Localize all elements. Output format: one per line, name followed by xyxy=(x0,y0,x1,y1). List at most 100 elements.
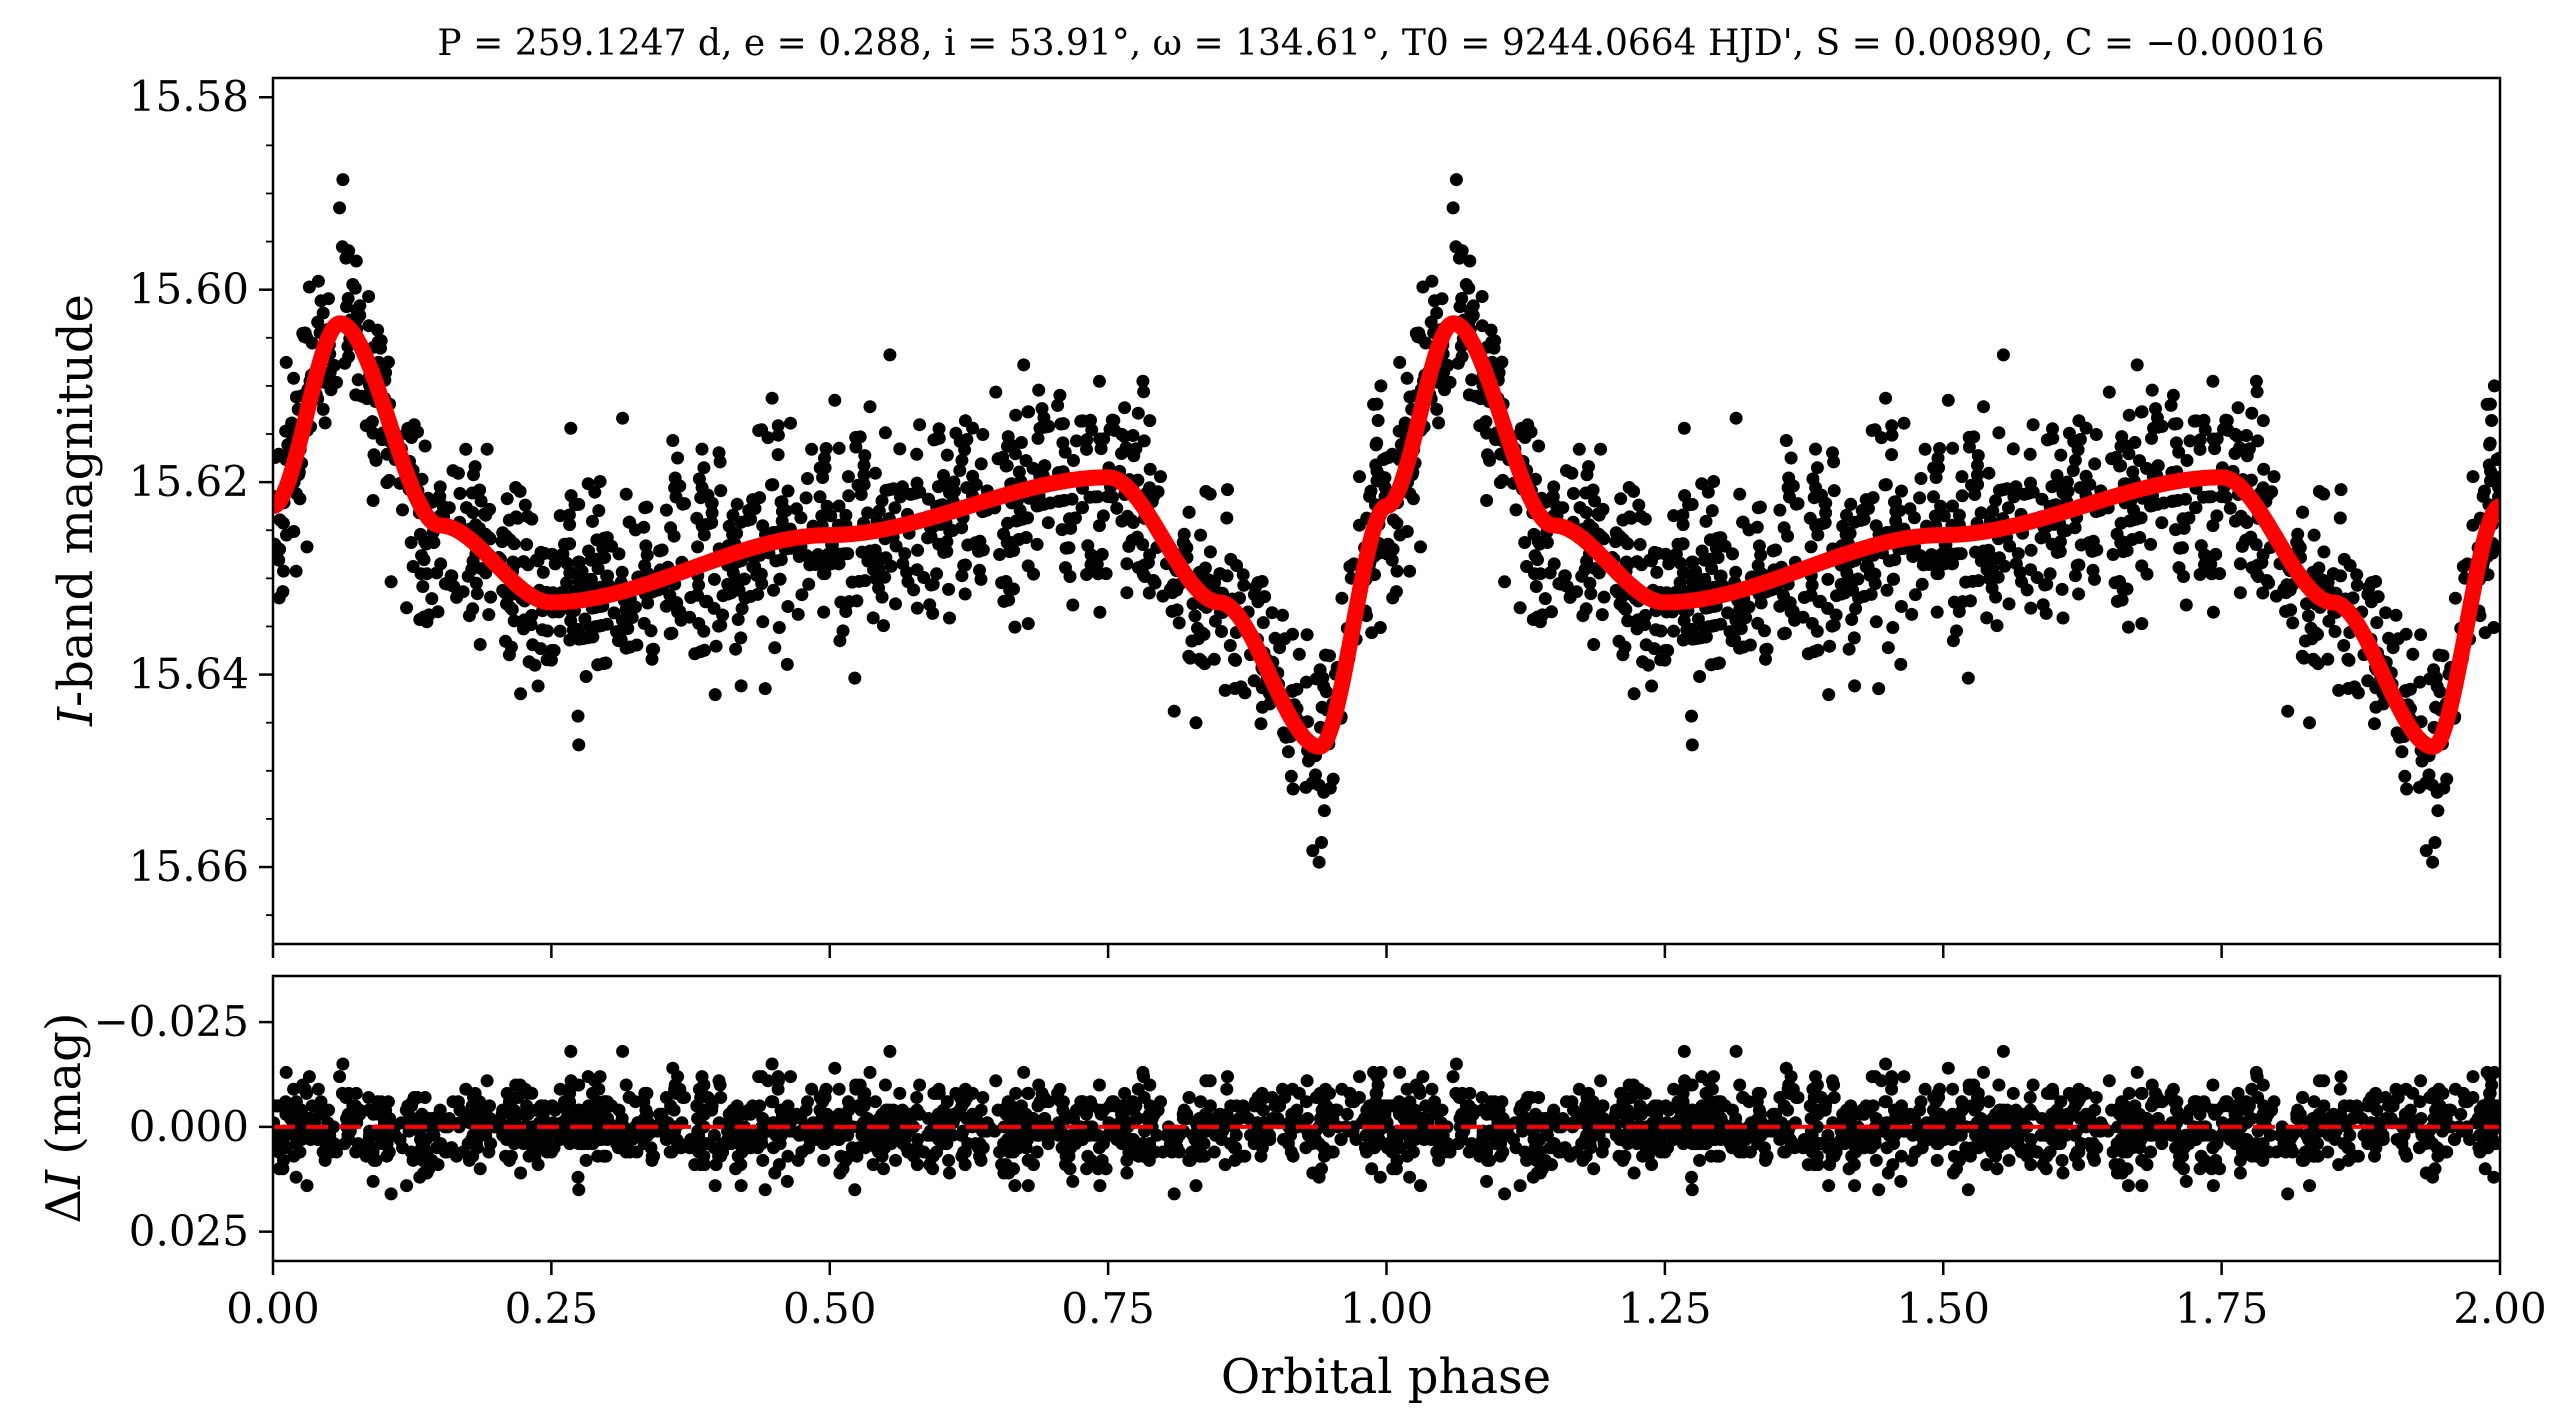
data-point xyxy=(362,290,376,303)
data-point xyxy=(659,503,673,517)
data-point xyxy=(665,626,679,640)
residual-point xyxy=(1118,1086,1132,1100)
residual-point xyxy=(623,1124,637,1138)
data-point xyxy=(2172,561,2186,575)
residual-point xyxy=(1299,1141,1313,1155)
data-point xyxy=(300,540,314,554)
data-point xyxy=(695,442,709,456)
data-point xyxy=(973,563,986,577)
data-point xyxy=(568,498,582,512)
data-point xyxy=(875,494,889,508)
data-point xyxy=(540,624,554,638)
residual-point xyxy=(780,1174,794,1188)
residual-point xyxy=(517,1107,531,1121)
data-point xyxy=(2055,582,2069,596)
data-point xyxy=(517,555,531,569)
residual-point xyxy=(1627,1166,1641,1180)
residual-point xyxy=(333,1070,347,1084)
data-point xyxy=(1729,411,1743,425)
residual-point xyxy=(1693,1153,1707,1167)
data-point xyxy=(1930,605,1944,619)
residual-point xyxy=(2206,1179,2220,1193)
data-point xyxy=(1847,573,1861,587)
data-point xyxy=(1067,454,1080,467)
residual-point xyxy=(1518,1145,1532,1159)
data-point xyxy=(1221,483,1234,497)
residual-point xyxy=(1848,1179,1862,1193)
residual-point xyxy=(1575,1137,1589,1151)
data-point xyxy=(2210,509,2224,523)
data-point xyxy=(910,447,924,461)
data-point xyxy=(564,421,578,435)
residual-point xyxy=(2357,1128,2371,1142)
residual-point xyxy=(2307,1095,2321,1109)
data-point xyxy=(2140,567,2154,581)
data-point xyxy=(1915,577,1929,591)
data-point xyxy=(2257,462,2271,476)
data-point xyxy=(1588,494,1602,508)
data-point xyxy=(1905,607,1919,621)
residual-point xyxy=(459,1082,473,1096)
data-point xyxy=(753,491,767,505)
residual-point xyxy=(425,1153,439,1167)
data-point xyxy=(702,517,716,530)
data-point xyxy=(2284,603,2298,617)
data-point xyxy=(1527,527,1541,541)
data-point xyxy=(607,606,621,620)
residual-point xyxy=(698,1158,711,1172)
residual-point xyxy=(2412,1141,2426,1155)
residual-point xyxy=(841,1128,855,1142)
data-point xyxy=(1053,494,1067,508)
residual-point xyxy=(2045,1133,2059,1146)
data-point xyxy=(1627,484,1641,498)
residual-point xyxy=(1498,1187,1512,1201)
data-point xyxy=(2251,434,2265,448)
data-point xyxy=(872,504,886,518)
data-point xyxy=(989,385,1003,399)
residual-point xyxy=(1408,1103,1422,1117)
residual-point xyxy=(913,1078,927,1092)
data-point xyxy=(2167,417,2181,431)
residual-point xyxy=(2281,1187,2295,1201)
data-point xyxy=(1565,466,1579,480)
data-point xyxy=(1228,682,1242,695)
data-point xyxy=(1075,501,1089,515)
data-point xyxy=(1299,780,1313,794)
residual-point xyxy=(2448,1082,2462,1096)
data-point xyxy=(1567,487,1580,500)
residual-point xyxy=(579,1153,593,1167)
data-point xyxy=(2399,684,2413,698)
data-point xyxy=(2342,653,2356,667)
data-point xyxy=(1733,622,1747,636)
residual-point xyxy=(1120,1166,1134,1180)
data-point xyxy=(1080,568,1094,581)
model-line xyxy=(273,315,2500,755)
data-point xyxy=(784,416,797,430)
data-point xyxy=(2317,545,2331,559)
residual-point xyxy=(2166,1082,2180,1096)
data-point xyxy=(659,599,673,613)
data-point xyxy=(953,464,967,477)
residual-point xyxy=(2115,1166,2129,1180)
data-point xyxy=(461,569,475,583)
data-point xyxy=(1203,545,1217,559)
residual-point xyxy=(753,1099,767,1113)
data-point xyxy=(2046,422,2059,436)
residual-point xyxy=(1677,1044,1691,1058)
data-point xyxy=(1326,772,1340,786)
data-point xyxy=(2126,465,2140,479)
data-point xyxy=(875,552,889,566)
data-point xyxy=(1759,643,1773,657)
residual-point xyxy=(1434,1128,1448,1142)
residual-point xyxy=(1140,1112,1154,1125)
data-point xyxy=(1370,474,1384,488)
data-point xyxy=(1842,642,1856,656)
residual-point xyxy=(2332,1158,2346,1172)
data-point xyxy=(2061,484,2075,498)
data-point xyxy=(562,537,576,551)
residual-point xyxy=(1263,1128,1276,1142)
data-point xyxy=(2267,470,2281,484)
data-point xyxy=(2305,632,2319,646)
residual-point xyxy=(976,1091,990,1104)
residual-point xyxy=(1638,1086,1652,1100)
